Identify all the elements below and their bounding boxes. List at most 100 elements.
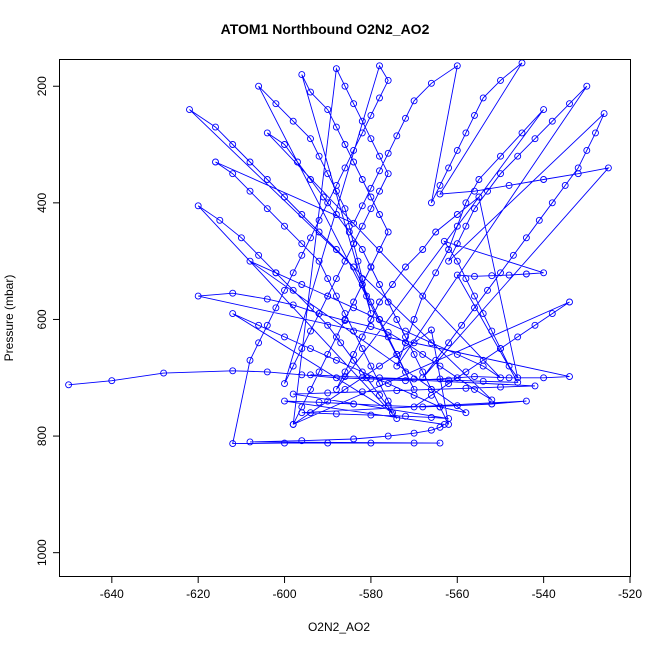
data-point xyxy=(393,362,401,370)
data-point xyxy=(341,385,349,393)
data-point xyxy=(263,129,271,137)
data-point xyxy=(367,323,375,330)
data-point xyxy=(427,391,435,399)
data-point xyxy=(410,339,418,347)
data-point xyxy=(363,292,371,300)
data-point xyxy=(497,269,504,277)
data-point xyxy=(402,333,409,341)
data-point xyxy=(479,310,487,318)
data-point xyxy=(436,403,444,411)
data-point xyxy=(445,164,453,172)
x-axis: -640 -620 -600 -580 -560 -540 -520 xyxy=(100,576,642,601)
data-point xyxy=(307,327,314,335)
data-point xyxy=(281,439,288,447)
data-point xyxy=(315,216,323,224)
data-point xyxy=(367,439,375,447)
data-point xyxy=(393,316,401,323)
data-point xyxy=(436,181,444,189)
data-point xyxy=(324,439,332,447)
data-point xyxy=(522,234,530,242)
data-point xyxy=(332,374,340,382)
data-point xyxy=(410,375,418,383)
data-point xyxy=(393,415,401,423)
data-point xyxy=(436,190,444,198)
data-point xyxy=(436,375,444,383)
data-point xyxy=(298,211,306,218)
data-point xyxy=(600,110,608,118)
data-point xyxy=(315,152,323,160)
data-point xyxy=(319,193,327,201)
data-point xyxy=(462,409,470,417)
data-point xyxy=(427,79,435,87)
data-point xyxy=(315,310,323,318)
data-point xyxy=(272,304,280,312)
data-point xyxy=(514,374,522,382)
data-point xyxy=(522,270,530,278)
data-point xyxy=(255,251,263,259)
data-point xyxy=(367,362,375,370)
data-point xyxy=(402,263,409,271)
data-point xyxy=(453,350,461,358)
data-point xyxy=(341,257,349,265)
data-point xyxy=(462,222,470,230)
data-point xyxy=(540,106,548,114)
data-point xyxy=(229,310,237,318)
data-point xyxy=(384,402,392,410)
data-point xyxy=(497,345,504,353)
data-point xyxy=(522,397,530,405)
data-point xyxy=(289,269,297,277)
y-tick-label: 1000 xyxy=(35,539,49,566)
data-point xyxy=(350,158,358,166)
data-point xyxy=(358,222,366,230)
data-point xyxy=(289,362,297,370)
data-point xyxy=(445,420,453,428)
data-point xyxy=(419,246,427,253)
x-tick-label: -580 xyxy=(359,587,383,601)
data-point xyxy=(484,286,491,294)
data-point xyxy=(583,82,591,90)
data-point xyxy=(410,439,418,447)
data-point xyxy=(376,362,383,370)
y-axis-label: Pressure (mbar) xyxy=(2,275,16,362)
x-tick-label: -600 xyxy=(273,587,297,601)
data-point xyxy=(497,76,504,84)
data-point xyxy=(246,438,254,446)
data-point xyxy=(358,246,366,253)
data-point xyxy=(462,199,470,207)
data-point xyxy=(384,328,392,336)
data-point xyxy=(281,380,288,388)
data-point xyxy=(350,304,358,312)
data-point xyxy=(324,170,332,178)
data-point xyxy=(341,141,349,148)
data-point xyxy=(307,234,314,242)
data-point xyxy=(389,281,396,288)
data-point xyxy=(427,326,435,334)
data-point xyxy=(419,350,427,358)
data-point xyxy=(216,216,224,224)
data-point xyxy=(436,362,444,370)
data-point xyxy=(307,176,314,183)
data-point xyxy=(471,373,478,381)
data-point xyxy=(332,410,340,418)
data-point xyxy=(229,170,237,178)
data-point xyxy=(440,420,448,428)
data-point xyxy=(389,409,396,417)
data-point xyxy=(402,114,409,122)
data-point xyxy=(332,292,340,300)
data-point xyxy=(419,368,427,376)
data-point xyxy=(518,129,526,137)
data-point xyxy=(194,202,202,210)
data-point xyxy=(332,385,340,393)
data-point xyxy=(281,286,288,294)
data-point xyxy=(367,111,375,119)
data-point xyxy=(263,368,271,376)
data-point xyxy=(358,129,366,137)
y-axis: 200 400 600 800 1000 xyxy=(35,76,60,566)
data-point xyxy=(212,158,219,166)
data-point xyxy=(281,397,288,405)
x-tick-label: -520 xyxy=(618,587,642,601)
data-point xyxy=(307,135,314,143)
data-point xyxy=(160,369,168,377)
data-point xyxy=(376,94,383,102)
data-point xyxy=(246,257,254,265)
